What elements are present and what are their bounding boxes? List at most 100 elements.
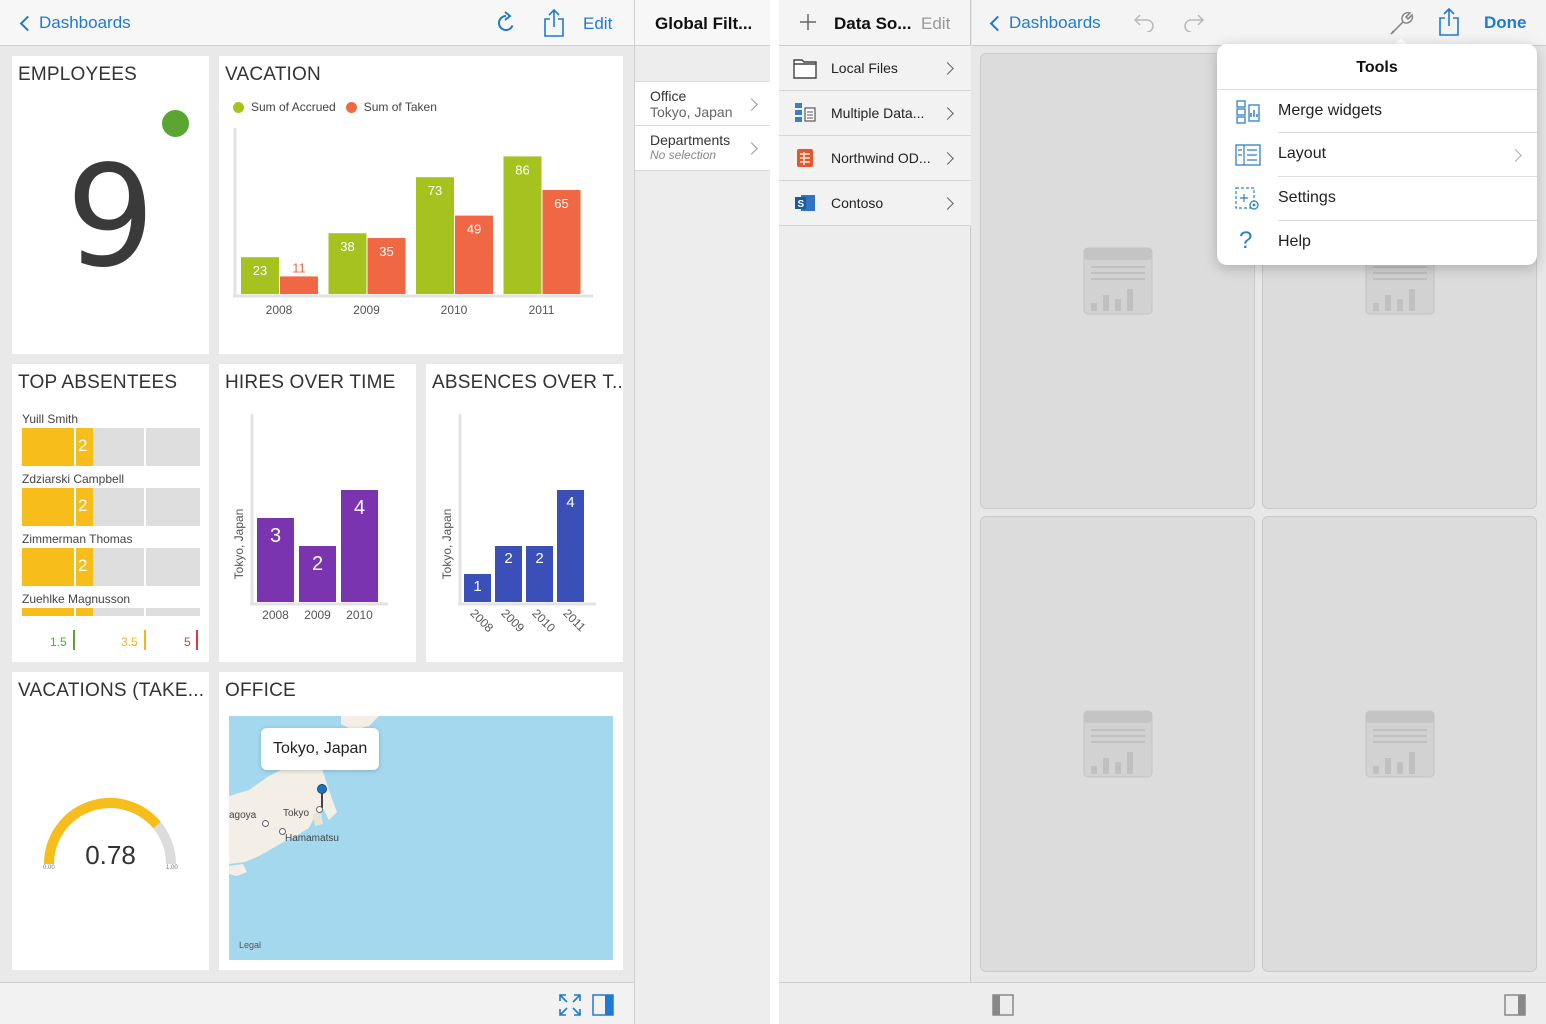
editor-top-bar: Dashboards Done [972,0,1546,46]
top-absentees-widget[interactable]: TOP ABSENTEES Yuill Smith 2 Zdziarski Camp… [12,364,209,662]
data-source-label: Local Files [831,60,898,76]
toggle-right-panel-icon[interactable] [1503,993,1527,1017]
x-tick-label: 2008 [262,608,289,622]
refresh-icon[interactable] [495,11,517,35]
menu-item-label: Help [1278,233,1311,250]
x-tick-label: 2008 [467,606,496,635]
folder-icon [793,59,817,79]
popover-arrow [1392,38,1410,47]
absentee-name: Zdziarski Campbell [22,472,125,486]
redo-icon[interactable] [1182,12,1206,32]
data-source-multiple-data[interactable]: Multiple Data... [779,91,971,136]
bar [416,177,454,294]
absentee-row[interactable]: Zdziarski Campbell 2 [22,472,200,530]
menu-item-label: Settings [1278,189,1336,206]
absentee-bullet-bar: 2 [22,488,200,526]
widget-title: OFFICE [225,680,296,701]
absentee-name: Zimmerman Thomas [22,532,133,546]
vacation-widget[interactable]: VACATION Sum of Accrued Sum of Taken 23 1… [219,56,623,354]
gauge-fill [44,798,161,865]
x-tick-label: 2009 [498,606,527,635]
bar [341,490,378,602]
chevron-left-icon [19,15,36,31]
menu-item-merge-widgets[interactable]: Merge widgets [1217,90,1537,134]
absentee-row[interactable]: Zuehlke Magnusson 2 [22,592,200,616]
bar [464,574,491,602]
data-sources-title: Data So... [834,14,912,33]
widget-title: EMPLOYEES [18,64,138,85]
bar [241,257,279,294]
x-tick-label: 2009 [304,608,331,622]
editor-bottom-bar [779,982,1546,1024]
share-icon[interactable] [543,8,565,38]
toggle-left-panel-icon[interactable] [991,993,1015,1017]
filter-departments[interactable]: Departments No selection [635,126,770,171]
absentee-row[interactable]: Zimmerman Thomas 2 [22,532,200,590]
toggle-filters-panel-icon[interactable] [591,993,615,1017]
place-dot [279,828,286,835]
map-legal-link[interactable]: Legal [239,940,262,950]
back-to-dashboards-button[interactable]: Dashboards [989,13,1101,33]
y-axis-label: Tokyo, Japan [440,509,454,580]
absentee-bar-fill [22,608,93,616]
empty-widget-slot[interactable] [980,53,1255,509]
data-label: 2 [312,553,323,575]
data-sources-edit-button[interactable]: Edit [921,14,951,33]
empty-widget-slot[interactable] [980,516,1255,972]
x-tick-label: 2008 [266,303,293,317]
filter-label: Departments [650,132,731,148]
edit-button[interactable]: Edit [583,14,613,33]
done-button[interactable]: Done [1484,13,1527,32]
absentee-bar-fill [22,488,93,526]
add-icon[interactable] [799,13,817,31]
widget-placeholder-icon [1083,710,1152,778]
absentee-bullet-bar: 2 [22,428,200,466]
menu-item-help[interactable]: ? Help [1217,221,1537,265]
sharepoint-icon: S [795,195,815,211]
menu-item-layout[interactable]: Layout [1217,133,1537,177]
gauge-chart [44,798,176,865]
menu-item-settings[interactable]: Settings [1217,177,1537,221]
chevron-right-icon [941,62,954,75]
data-label: 86 [515,162,529,177]
japan-landmass [229,716,379,876]
share-icon[interactable] [1438,7,1460,37]
menu-divider [1278,176,1537,177]
dashboard-bottom-bar [0,982,634,1024]
back-to-dashboards-button[interactable]: Dashboards [19,13,131,33]
filter-office[interactable]: Office Tokyo, Japan [635,81,770,126]
absences-over-time-widget[interactable]: ABSENCES OVER T... Tokyo, Japan 1 2008 2 200… [426,364,623,662]
bullet-divider [74,608,76,616]
absentee-value: 2 [78,556,88,575]
data-label: 23 [253,263,267,278]
data-source-contoso[interactable]: S Contoso [779,181,971,226]
legend-taken-label: Sum of Taken [363,100,437,114]
employees-widget[interactable]: EMPLOYEES 9 [12,56,209,354]
hires-over-time-widget[interactable]: HIRES OVER TIME Tokyo, Japan 3 2008 2 2009 4 2… [219,364,416,662]
fullscreen-icon[interactable] [558,993,582,1017]
layout-icon [1235,144,1261,166]
widget-title: ABSENCES OVER T... [432,372,623,393]
y-axis-label: Tokyo, Japan [232,509,246,580]
absentee-name: Yuill Smith [22,412,79,426]
office-map-widget[interactable]: OFFICE Tokyo, Japan agoya Tokyo Hamamats… [219,672,623,970]
tools-wrench-icon[interactable] [1388,9,1416,37]
menu-divider [1278,220,1537,221]
back-label: Dashboards [39,13,131,32]
menu-divider [1278,132,1537,133]
empty-widget-slot[interactable] [1262,516,1537,972]
map-callout: Tokyo, Japan [261,728,380,770]
data-label: 38 [340,239,354,254]
data-source-local-files[interactable]: Local Files [779,46,971,91]
absentee-row[interactable]: Yuill Smith 2 [22,412,200,470]
map-pin-icon[interactable] [317,784,327,794]
filter-label: Office [650,88,687,104]
scale-low: 1.5 [50,635,67,649]
data-label: 65 [554,196,568,211]
office-map[interactable]: Tokyo, Japan agoya Tokyo Hamamatsu Legal [229,716,613,960]
data-source-northwind[interactable]: Northwind OD... [779,136,971,181]
popover-title: Tools [1217,44,1537,90]
vacations-gauge-widget[interactable]: VACATIONS (TAKE... 0.78 0.00 1.00 [12,672,209,970]
undo-icon[interactable] [1132,12,1156,32]
place-dot [316,806,323,813]
